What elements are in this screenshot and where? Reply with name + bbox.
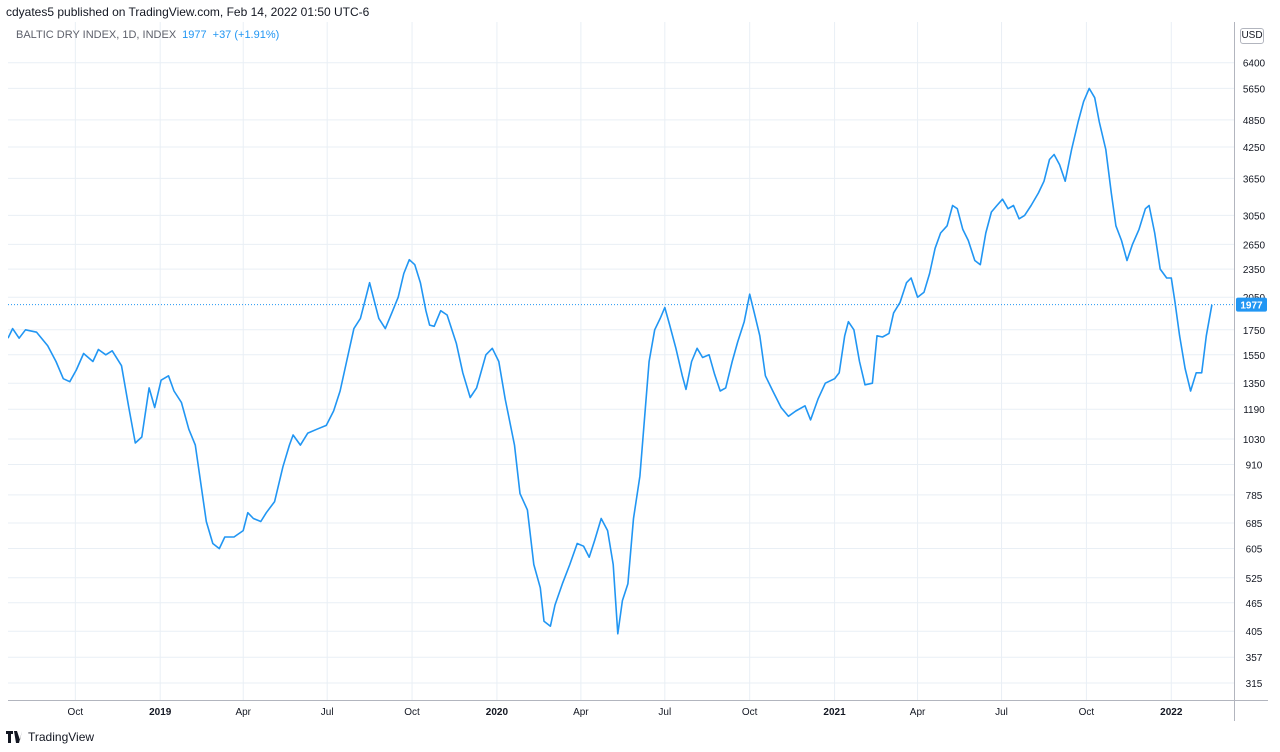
price-tick-label: 1550 (1243, 351, 1266, 362)
price-tick-label: 3650 (1243, 174, 1266, 185)
time-tick-label: Jul (658, 707, 671, 718)
time-tick-label: 2022 (1160, 707, 1183, 718)
price-tick-label: 5650 (1243, 84, 1266, 95)
time-tick-label: Oct (1079, 707, 1095, 718)
price-tick-label: 4250 (1243, 143, 1266, 154)
price-tick-label: 685 (1246, 519, 1263, 530)
price-axis: 6400565048504250365030502650235020501750… (1234, 22, 1266, 721)
price-tick-label: 4850 (1243, 116, 1266, 127)
time-tick-label: Apr (910, 707, 926, 718)
symbol-name: BALTIC DRY INDEX, 1D, INDEX (16, 29, 177, 41)
time-tick-label: Oct (404, 707, 420, 718)
price-tick-label: 357 (1246, 653, 1263, 664)
price-tick-label: 1750 (1243, 326, 1266, 337)
price-tick-label: 1190 (1243, 405, 1265, 416)
grid-lines (8, 22, 1234, 700)
price-tick-label: 405 (1246, 627, 1263, 638)
footer-brand[interactable]: TradingView (6, 730, 94, 744)
price-tick-label: 2650 (1243, 240, 1266, 251)
price-tick-label: 910 (1246, 460, 1263, 471)
tradingview-logo-icon (6, 731, 22, 743)
change-value: +37 (+1.91%) (212, 29, 280, 41)
time-tick-label: Apr (573, 707, 589, 718)
price-tick-label: 605 (1246, 545, 1263, 556)
symbol-legend: BALTIC DRY INDEX, 1D, INDEX 1977 +37 (+1.9… (16, 29, 279, 41)
last-price-label: 1977 (1240, 301, 1263, 312)
last-price-tag (1236, 297, 1267, 312)
time-tick-label: 2021 (823, 707, 846, 718)
brand-name: TradingView (28, 730, 95, 744)
time-tick-label: 2020 (486, 707, 509, 718)
price-tick-label: 785 (1246, 491, 1263, 502)
price-tick-label: 525 (1246, 574, 1263, 585)
price-tick-label: 2350 (1243, 265, 1266, 276)
price-tick-label: 1350 (1243, 379, 1266, 390)
price-tick-label: 465 (1246, 599, 1263, 610)
price-tick-label: 3050 (1243, 211, 1266, 222)
price-tick-label: 1030 (1243, 435, 1266, 446)
time-tick-label: Apr (235, 707, 251, 718)
time-tick-label: Jul (321, 707, 334, 718)
time-tick-label: Oct (68, 707, 84, 718)
time-tick-label: Jul (995, 707, 1008, 718)
chart-canvas[interactable]: 6400565048504250365030502650235020501750… (8, 22, 1268, 721)
time-axis: Oct 2019 Apr Jul Oct 2020 Apr Jul Oct 2021 Apr Jul O… (8, 700, 1268, 718)
bdi-series-line[interactable] (8, 87, 1213, 635)
currency-label[interactable]: USD (1240, 28, 1264, 44)
time-tick-label: Oct (742, 707, 758, 718)
time-tick-label: 2019 (149, 707, 172, 718)
last-value: 1977 (182, 29, 207, 41)
publication-attribution: cdyates5 published on TradingView.com, F… (6, 5, 370, 19)
price-tick-label: 6400 (1243, 59, 1266, 70)
price-tick-label: 315 (1246, 679, 1263, 690)
